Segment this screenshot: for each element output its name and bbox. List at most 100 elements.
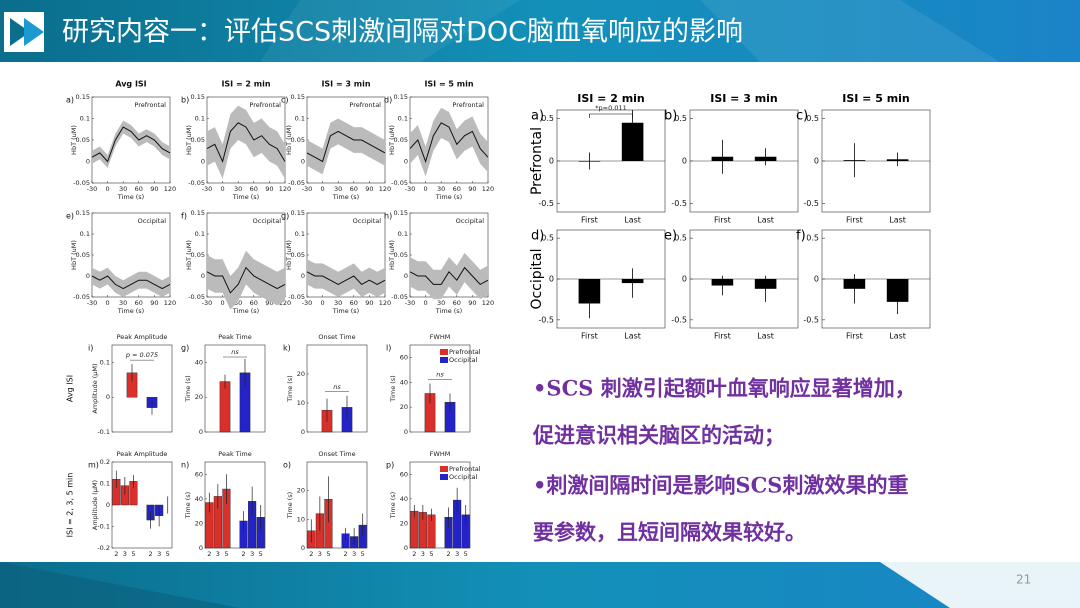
- x-tick-label: -30: [202, 185, 213, 193]
- y-tick-label: -0.5: [671, 315, 687, 324]
- x-tick-label: 120: [279, 299, 291, 307]
- x-axis-label: Time (s): [232, 307, 259, 315]
- x-tick-label: Last: [757, 332, 774, 341]
- x-tick-label: 30: [119, 299, 127, 307]
- x-tick-label: 90: [150, 185, 158, 193]
- x-tick-label: 3: [318, 550, 322, 558]
- bar: [219, 381, 231, 433]
- data-line: [91, 126, 171, 163]
- y-tick-label: 0.15: [76, 93, 90, 101]
- significance-label: p = 0.075: [125, 351, 158, 359]
- region-label: Occipital: [138, 217, 167, 225]
- y-tick-label: -0.5: [671, 199, 687, 208]
- x-axis-label: Time (s): [117, 307, 144, 315]
- x-tick-label: First: [581, 216, 598, 225]
- x-tick-label: 30: [234, 185, 242, 193]
- data-line: [206, 122, 286, 163]
- x-tick-label: 3: [250, 550, 254, 558]
- legend-label: Prefrontal: [449, 348, 481, 356]
- x-tick-label: -30: [87, 185, 98, 193]
- x-tick-label: 120: [164, 299, 176, 307]
- panel-letter: i): [88, 344, 93, 353]
- x-axis-label: Time (s): [232, 193, 259, 201]
- y-tick-label: 60: [195, 470, 203, 478]
- column-title: ISI = 3 min: [321, 80, 370, 89]
- panel-letter: f): [181, 212, 187, 221]
- y-tick-label: 10: [297, 515, 305, 523]
- y-tick-label: 40: [195, 495, 203, 503]
- column-title: ISI = 3 min: [710, 92, 778, 105]
- y-tick-label: -0.1: [97, 428, 110, 436]
- x-tick-label: 5: [166, 550, 170, 558]
- y-tick-label: 0: [301, 272, 305, 280]
- x-tick-label: 3: [216, 550, 220, 558]
- data-line: [91, 275, 171, 290]
- panel-letter: o): [283, 461, 291, 470]
- bullet-line: 促进意识相关脑区的活动；: [532, 423, 785, 448]
- y-tick-label: 0.15: [394, 93, 408, 101]
- header-facet: [260, 0, 520, 62]
- x-tick-label: -30: [202, 299, 213, 307]
- x-tick-label: 90: [265, 299, 273, 307]
- x-tick-label: 0: [106, 185, 110, 193]
- x-tick-label: 2: [207, 550, 211, 558]
- y-tick-label: 0: [549, 275, 554, 284]
- y-tick-label: 0: [404, 158, 408, 166]
- error-band: [307, 118, 385, 175]
- region-label: Prefrontal: [349, 101, 381, 109]
- x-tick-label: 0: [321, 299, 325, 307]
- region-label: Prefrontal: [452, 101, 484, 109]
- y-tick-label: 0: [201, 158, 205, 166]
- x-tick-label: 2: [447, 550, 451, 558]
- x-tick-label: First: [846, 332, 863, 341]
- x-tick-label: 2: [344, 550, 348, 558]
- y-tick-label: -0.5: [803, 315, 819, 324]
- region-label: Prefrontal: [249, 101, 281, 109]
- y-tick-label: 0.15: [394, 209, 408, 217]
- y-tick-label: 0.5: [806, 234, 819, 243]
- y-tick-label: -0.5: [538, 315, 554, 324]
- y-tick-label: 0.05: [191, 136, 205, 144]
- bullet-line: •SCS 刺激引起额叶血氧响应显著增加，: [533, 376, 916, 401]
- y-tick-label: 0.05: [291, 136, 305, 144]
- x-tick-label: 3: [455, 550, 459, 558]
- data-line: [306, 130, 386, 163]
- panel-letter: h): [384, 212, 392, 221]
- y-tick-label: 0.15: [191, 93, 205, 101]
- y-axis-label: Amplitude (µM): [91, 363, 99, 413]
- x-tick-label: 3: [352, 550, 356, 558]
- x-tick-label: 90: [265, 185, 273, 193]
- y-tick-label: 0.1: [295, 230, 305, 238]
- panel-letter: k): [283, 344, 291, 353]
- plot-frame: [204, 344, 266, 433]
- y-tick-label: 0.5: [806, 114, 819, 123]
- x-axis-label: Time (s): [435, 193, 462, 201]
- y-tick-label: 20: [400, 519, 408, 527]
- y-tick-label: 0.1: [100, 358, 110, 366]
- x-tick-label: 30: [334, 299, 342, 307]
- y-tick-label: 0: [199, 428, 203, 436]
- x-tick-label: 5: [224, 550, 228, 558]
- error-band: [92, 120, 170, 168]
- header-facet: [700, 0, 1000, 62]
- y-tick-label: -0.05: [188, 293, 205, 301]
- plot-frame: [204, 461, 266, 549]
- x-tick-label: 120: [379, 185, 391, 193]
- row-label: Prefrontal: [529, 127, 545, 195]
- row-label: Avg ISI: [66, 375, 75, 402]
- x-tick-label: 0: [221, 299, 225, 307]
- y-axis-label: HbT (uM): [285, 240, 293, 270]
- y-tick-label: 0.05: [394, 251, 408, 259]
- slide-number: 21: [1016, 573, 1031, 587]
- panel-title: FWHM: [430, 450, 451, 458]
- panel-title: Peak Time: [218, 450, 251, 458]
- x-axis-label: Time (s): [332, 307, 359, 315]
- y-tick-label: 0.5: [674, 234, 687, 243]
- region-label: Prefrontal: [134, 101, 166, 109]
- y-tick-label: 0.05: [76, 251, 90, 259]
- y-tick-label: 0.1: [295, 115, 305, 123]
- y-tick-label: -0.5: [803, 199, 819, 208]
- y-axis-label: HbT (uM): [185, 240, 193, 270]
- y-tick-label: 0.05: [394, 136, 408, 144]
- x-tick-label: 60: [250, 185, 258, 193]
